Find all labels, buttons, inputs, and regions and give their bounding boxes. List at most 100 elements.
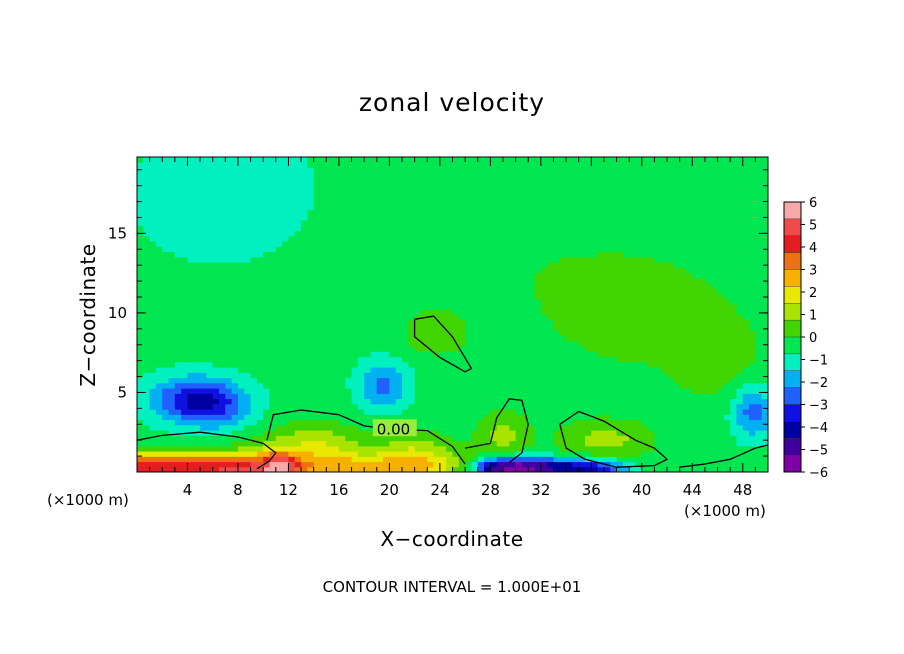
heatmap-cell — [502, 309, 510, 316]
heatmap-cell — [326, 435, 334, 442]
heatmap-cell — [288, 367, 296, 373]
heatmap-cell — [143, 293, 151, 300]
heatmap-cell — [622, 188, 630, 195]
heatmap-cell — [383, 409, 390, 415]
heatmap-cell — [420, 246, 428, 253]
heatmap-cell — [313, 340, 321, 347]
heatmap-cell — [420, 157, 428, 163]
heatmap-cell — [648, 456, 656, 463]
heatmap-cell — [414, 377, 422, 384]
heatmap-cell — [439, 346, 447, 352]
heatmap-cell — [143, 283, 151, 289]
heatmap-cell — [219, 214, 226, 221]
heatmap-cell — [326, 288, 334, 295]
heatmap-cell — [420, 277, 428, 284]
heatmap-cell — [288, 204, 296, 211]
heatmap-cell — [553, 183, 561, 190]
heatmap-cell — [200, 403, 208, 410]
heatmap-cell — [282, 183, 290, 190]
heatmap-cell — [206, 461, 214, 468]
heatmap-cell — [174, 293, 182, 300]
heatmap-cell — [471, 346, 479, 352]
heatmap-cell — [572, 167, 580, 174]
heatmap-cell — [622, 440, 630, 447]
heatmap-cell — [351, 246, 359, 253]
heatmap-cell — [212, 377, 220, 384]
heatmap-cell — [654, 361, 662, 368]
heatmap-cell — [591, 361, 599, 368]
heatmap-cell — [275, 319, 283, 326]
heatmap-cell — [326, 283, 334, 289]
heatmap-cell — [162, 204, 170, 211]
heatmap-cell — [168, 288, 176, 295]
heatmap-cell — [534, 314, 542, 321]
heatmap-cell — [174, 193, 182, 200]
heatmap-cell — [237, 199, 245, 205]
heatmap-cell — [597, 246, 605, 253]
heatmap-cell — [338, 340, 346, 347]
heatmap-cell — [603, 435, 611, 442]
heatmap-cell — [452, 461, 460, 468]
heatmap-cell — [477, 204, 485, 211]
heatmap-cell — [572, 461, 580, 468]
heatmap-cell — [181, 445, 189, 452]
heatmap-cell — [149, 382, 157, 389]
heatmap-cell — [263, 183, 271, 190]
heatmap-cell — [528, 283, 536, 289]
heatmap-cell — [490, 304, 498, 310]
heatmap-cell — [307, 183, 315, 190]
heatmap-cell — [458, 440, 466, 447]
heatmap-cell — [566, 440, 573, 447]
heatmap-cell — [521, 251, 529, 258]
heatmap-cell — [219, 314, 226, 321]
heatmap-cell — [155, 183, 163, 190]
heatmap-cell — [395, 251, 403, 258]
heatmap-cell — [301, 262, 308, 268]
heatmap-cell — [597, 214, 605, 221]
heatmap-cell — [585, 304, 592, 310]
heatmap-cell — [446, 335, 454, 342]
heatmap-cell — [439, 367, 447, 373]
heatmap-cell — [155, 340, 163, 347]
heatmap-cell — [200, 435, 208, 442]
heatmap-cell — [137, 367, 144, 373]
heatmap-cell — [376, 377, 384, 384]
heatmap-cell — [376, 440, 384, 447]
heatmap-cell — [200, 451, 208, 457]
heatmap-cell — [370, 204, 378, 211]
heatmap-cell — [212, 293, 220, 300]
heatmap-cell — [452, 409, 460, 415]
heatmap-cell — [629, 325, 637, 331]
heatmap-cell — [446, 388, 454, 394]
heatmap-cell — [547, 267, 555, 274]
heatmap-cell — [187, 283, 195, 289]
heatmap-cell — [137, 451, 144, 457]
heatmap-cell — [332, 340, 340, 347]
heatmap-cell — [490, 466, 498, 472]
heatmap-cell — [275, 309, 283, 316]
heatmap-cell — [364, 193, 372, 200]
heatmap-cell — [534, 193, 542, 200]
heatmap-cell — [364, 251, 372, 258]
heatmap-cell — [307, 330, 315, 337]
heatmap-cell — [319, 388, 327, 394]
heatmap-cell — [256, 314, 264, 321]
heatmap-cell — [572, 430, 580, 436]
heatmap-cell — [301, 356, 308, 363]
heatmap-cell — [351, 325, 359, 331]
heatmap-cell — [225, 193, 233, 200]
heatmap-cell — [572, 319, 580, 326]
heatmap-cell — [332, 178, 340, 184]
heatmap-cell — [168, 372, 176, 379]
heatmap-cell — [521, 235, 529, 242]
heatmap-cell — [402, 398, 409, 405]
heatmap-cell — [162, 430, 170, 436]
heatmap-cell — [225, 256, 233, 263]
heatmap-cell — [559, 461, 567, 468]
heatmap-cell — [509, 435, 517, 442]
heatmap-cell — [528, 325, 536, 331]
heatmap-cell — [370, 188, 378, 195]
heatmap-cell — [446, 466, 454, 472]
heatmap-cell — [471, 220, 479, 226]
heatmap-cell — [414, 157, 422, 163]
